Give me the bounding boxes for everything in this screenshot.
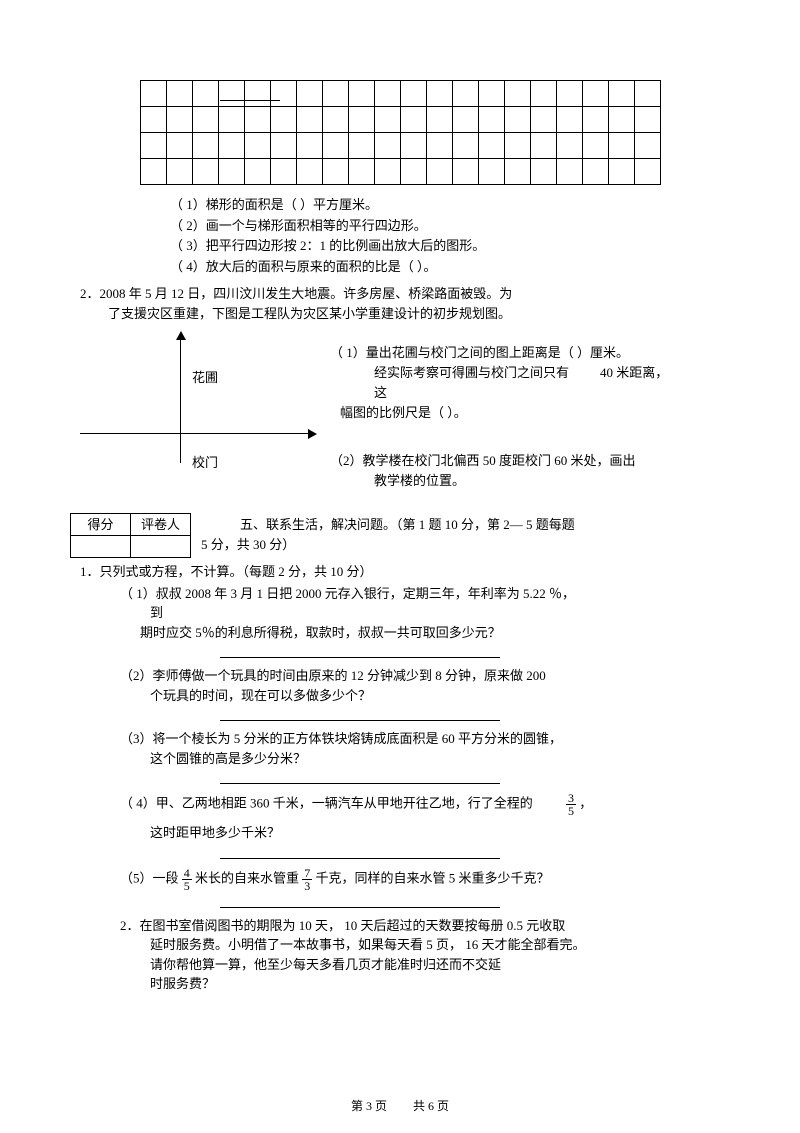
q2-block: 2．2008 年 5 月 12 日，四川汶川发生大地震。许多房屋、桥梁路面被毁。…	[80, 284, 730, 493]
p1-s2a: （2）李师傅做一个玩具的时间由原来的 12 分钟减少到 8 分钟，原来做 200	[120, 666, 730, 686]
p2-a: 2．在图书室借阅图书的期限为 10 天， 10 天后超过的天数要按每册 0.5 …	[120, 916, 730, 936]
axis-vertical	[180, 333, 181, 463]
fraction-3-5: 35	[566, 792, 576, 817]
p1-head: 1．只列式或方程，不计算。（每题 2 分，共 10 分）	[80, 562, 730, 582]
q2-r1e: 幅图的比例尺是（ ）。	[340, 403, 670, 423]
q2-head: 2．2008 年 5 月 12 日，四川汶川发生大地震。许多房屋、桥梁路面被毁。…	[80, 284, 730, 304]
p2-b: 延时服务费。小明借了一本故事书，如果每天看 5 页， 16 天才能全部看完。	[150, 935, 730, 955]
p1-s4b: 这时距甲地多少千米？	[150, 823, 730, 843]
problem1: 1．只列式或方程，不计算。（每题 2 分，共 10 分） （ 1）叔叔 2008…	[80, 562, 730, 994]
q1-1: （ 1）梯形的面积是（ ）平方厘米。	[170, 195, 710, 215]
axis-horizontal	[80, 433, 310, 434]
p1-s1b: 到	[150, 603, 730, 623]
q1-block: （ 1）梯形的面积是（ ）平方厘米。 （ 2）画一个与梯形面积相等的平行四边形。…	[170, 195, 710, 276]
section5-header: 得分评卷人 五、联系生活，解决问题。（第 1 题 10 分，第 2— 5 题每题…	[70, 513, 730, 558]
label-flower: 花圃	[192, 368, 218, 388]
arrow-right-icon	[308, 429, 317, 439]
page-footer: 第 3 页 共 6 页	[0, 1097, 800, 1115]
diagram: 花圃 校门 （ 1）量出花圃与校门之间的图上距离是（ ）厘米。 经实际考察可得圃…	[80, 333, 730, 493]
answer-line-4	[220, 845, 500, 859]
sec5-title: 五、联系生活，解决问题。（第 1 题 10 分，第 2— 5 题每题	[240, 515, 730, 535]
q2-r1c: 40 米距离，	[600, 363, 668, 383]
answer-line-2	[220, 707, 500, 721]
grid-table	[140, 80, 661, 185]
q2-r1b: 经实际考察可得圃与校门之间只有	[374, 363, 594, 383]
q2-r1d: 这	[374, 383, 704, 403]
p2-d: 时服务费？	[150, 974, 730, 994]
p2-c: 请你帮他算一算，他至少每天多看几页才能准时归还而不交延	[150, 955, 730, 975]
p1-s3b: 这个圆锥的高是多少分米？	[150, 749, 730, 769]
fraction-7-3: 73	[302, 867, 312, 892]
p1-s1c: 期时应交 5％的利息所得税，取款时，叔叔一共可取回多少元？	[140, 623, 730, 643]
fraction-4-5: 45	[182, 867, 192, 892]
grader-cell	[131, 536, 191, 558]
sec5-title2: 5 分，共 30 分）	[200, 535, 730, 555]
answer-line-5	[220, 894, 500, 908]
p1-s3a: （3）将一个棱长为 5 分米的正方体铁块熔铸成底面积是 60 平方分米的圆锥，	[120, 729, 730, 749]
p1-s5: （5）一段 45 米长的自来水管重 73 千克，同样的自来水管 5 米重多少千克…	[120, 867, 730, 892]
p1-s4: （ 4）甲、乙两地相距 360 千米，一辆汽车从甲地开往乙地，行了全程的 35 …	[120, 792, 730, 817]
q2-head2: 了支援灾区重建，下图是工程队为灾区某小学重建设计的初步规划图。	[108, 304, 730, 324]
score-label: 得分	[71, 514, 131, 536]
answer-line-3	[220, 770, 500, 784]
p1-s1a: （ 1）叔叔 2008 年 3 月 1 日把 2000 元存入银行，定期三年，年…	[120, 584, 730, 604]
p1-s2b: 个玩具的时间，现在可以多做多少个？	[150, 686, 730, 706]
q2-r2b: 教学楼的位置。	[374, 471, 704, 491]
page-total: 共 6 页	[413, 1099, 449, 1113]
q2-r2a: （2）教学楼在校门北偏西 50 度距校门 60 米处，画出	[330, 451, 660, 471]
label-gate: 校门	[192, 453, 218, 473]
score-table: 得分评卷人	[70, 513, 191, 558]
grader-label: 评卷人	[131, 514, 191, 536]
answer-line-1	[220, 644, 500, 658]
trapezoid-top	[220, 100, 280, 101]
q1-3: （ 3）把平行四边形按 2：1 的比例画出放大后的图形。	[170, 236, 710, 256]
q1-4: （ 4）放大后的面积与原来的面积的比是（ ）。	[170, 257, 710, 277]
q1-2: （ 2）画一个与梯形面积相等的平行四边形。	[170, 216, 710, 236]
arrow-up-icon	[176, 331, 186, 340]
score-cell	[71, 536, 131, 558]
q2-r1a: （ 1）量出花圃与校门之间的图上距离是（ ）厘米。	[330, 343, 660, 363]
page-num: 第 3 页	[351, 1099, 387, 1113]
